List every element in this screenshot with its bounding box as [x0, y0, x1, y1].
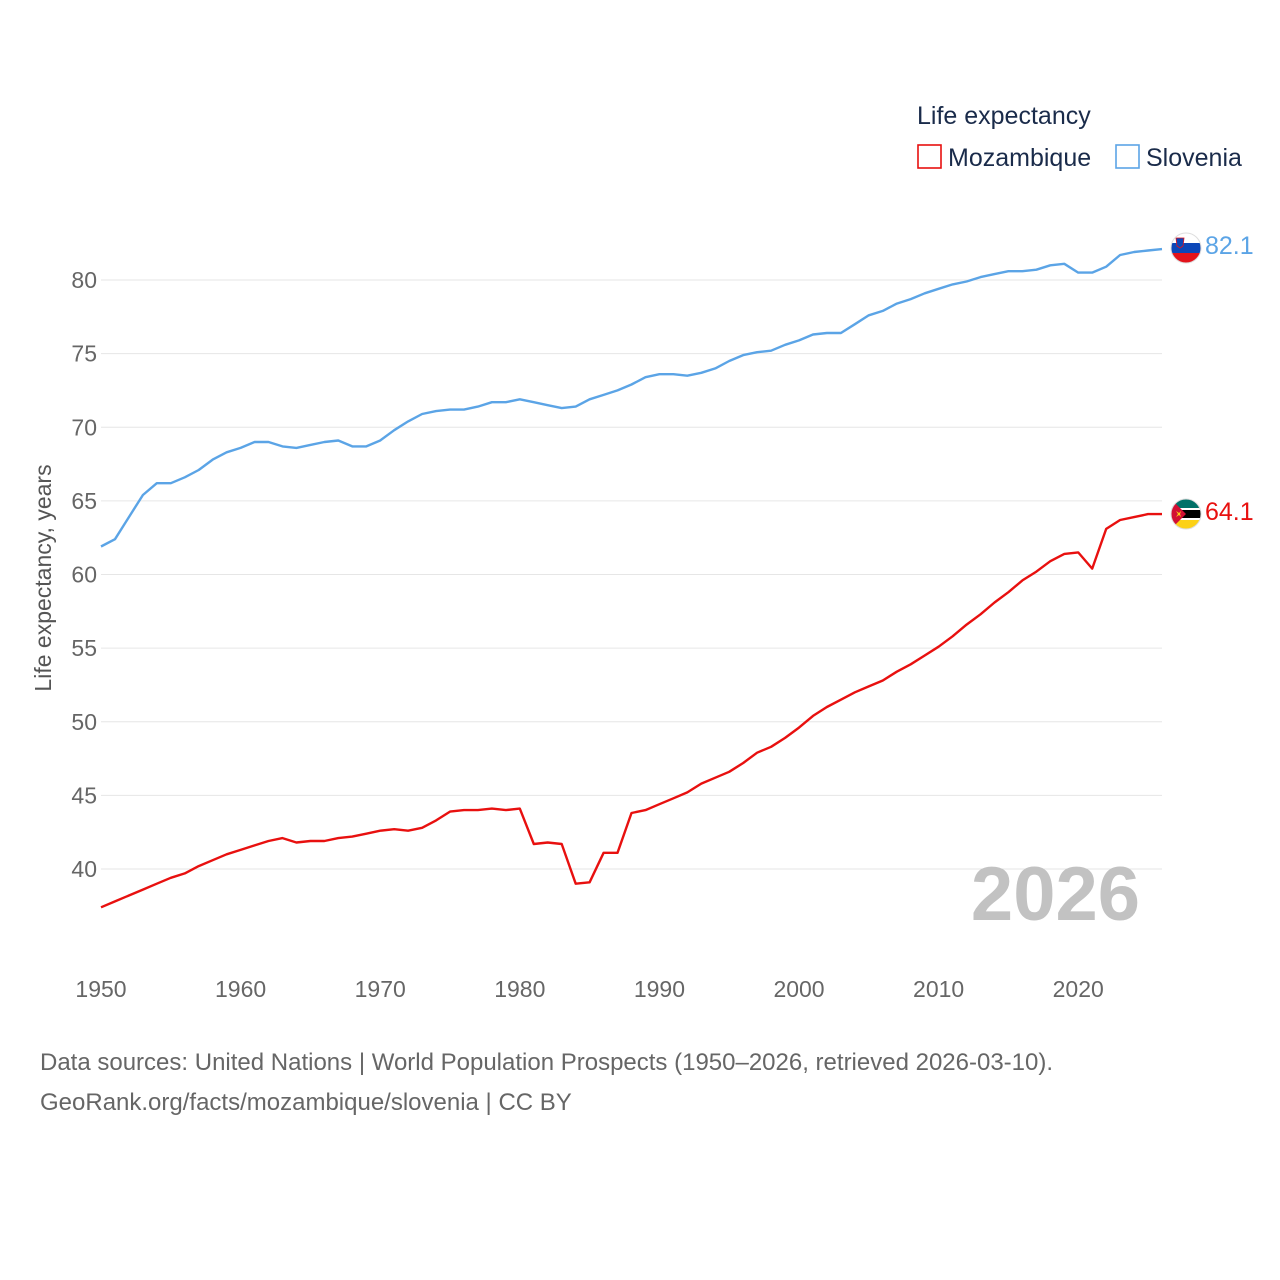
x-tick-label-2020: 2020 [1053, 976, 1104, 1002]
end-value-slovenia: 82.1 [1205, 232, 1254, 260]
legend: Life expectancy Mozambique Slovenia [917, 102, 1242, 172]
x-axis-ticks: 1950 1960 1970 1980 1990 2000 2010 2020 [75, 976, 1103, 1002]
series-lines [100, 247, 1163, 909]
y-tick-label-80: 80 [71, 267, 97, 293]
x-tick-label-1960: 1960 [215, 976, 266, 1002]
x-tick-label-1990: 1990 [634, 976, 685, 1002]
gridlines [101, 279, 1162, 870]
y-tick-label-55: 55 [71, 635, 97, 661]
y-tick-label-40: 40 [71, 856, 97, 882]
series-line-mozambique[interactable] [100, 512, 1162, 909]
legend-label-slovenia[interactable]: Slovenia [1146, 144, 1242, 172]
y-axis-label: Life expectancy, years [30, 464, 56, 691]
end-value-mozambique: 64.1 [1205, 498, 1254, 526]
x-tick-label-1980: 1980 [494, 976, 545, 1002]
x-tick-label-1970: 1970 [355, 976, 406, 1002]
x-tick-label-1950: 1950 [75, 976, 126, 1002]
legend-swatch-slovenia[interactable] [1115, 144, 1140, 169]
x-tick-label-2000: 2000 [773, 976, 824, 1002]
footer: Data sources: United Nations | World Pop… [40, 1043, 1053, 1123]
y-tick-label-75: 75 [71, 341, 97, 367]
mozambique-flag [1170, 498, 1202, 530]
y-tick-label-70: 70 [71, 414, 97, 440]
legend-title: Life expectancy [917, 102, 1091, 130]
legend-swatch-mozambique[interactable] [917, 144, 942, 169]
y-tick-label-50: 50 [71, 709, 97, 735]
x-tick-label-2010: 2010 [913, 976, 964, 1002]
y-tick-label-60: 60 [71, 562, 97, 588]
y-tick-label-65: 65 [71, 488, 97, 514]
life-expectancy-chart: 40 45 50 55 60 65 70 75 80 1950 1960 1970 1980 1990 2… [30, 102, 1254, 1002]
year-watermark: 2026 [971, 852, 1140, 937]
footer-link[interactable]: GeoRank.org/facts/mozambique/slovenia | … [40, 1089, 572, 1116]
y-axis-ticks: 40 45 50 55 60 65 70 75 80 [71, 267, 97, 882]
series-line-slovenia[interactable] [100, 247, 1163, 548]
y-tick-label-45: 45 [71, 782, 97, 808]
slovenia-flag [1170, 232, 1202, 264]
footer-sources: Data sources: United Nations | World Pop… [40, 1049, 1054, 1076]
legend-label-mozambique[interactable]: Mozambique [948, 144, 1091, 172]
